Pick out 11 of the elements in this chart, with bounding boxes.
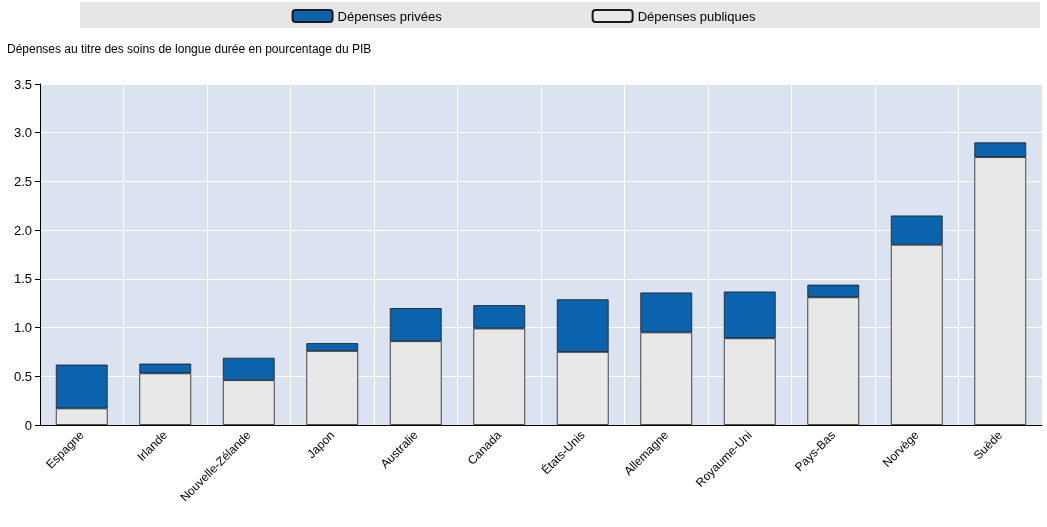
- y-tick-label: 3.0: [13, 125, 32, 141]
- legend-label: Dépenses privées: [337, 8, 443, 24]
- y-tick-label: 2.5: [13, 173, 32, 189]
- y-axis-title: Dépenses au titre des soins de longue durée en pourcentage du PIB: [7, 42, 372, 56]
- y-tick-label: 0.5: [13, 368, 32, 384]
- y-tick-label: 3.5: [13, 76, 32, 92]
- y-tick-label: 1.0: [13, 320, 32, 336]
- y-tick-label: 0: [24, 417, 32, 433]
- y-tick-label: 1.5: [13, 271, 32, 287]
- legend-label: Dépenses publiques: [637, 8, 756, 24]
- y-tick-label: 2.0: [13, 222, 32, 238]
